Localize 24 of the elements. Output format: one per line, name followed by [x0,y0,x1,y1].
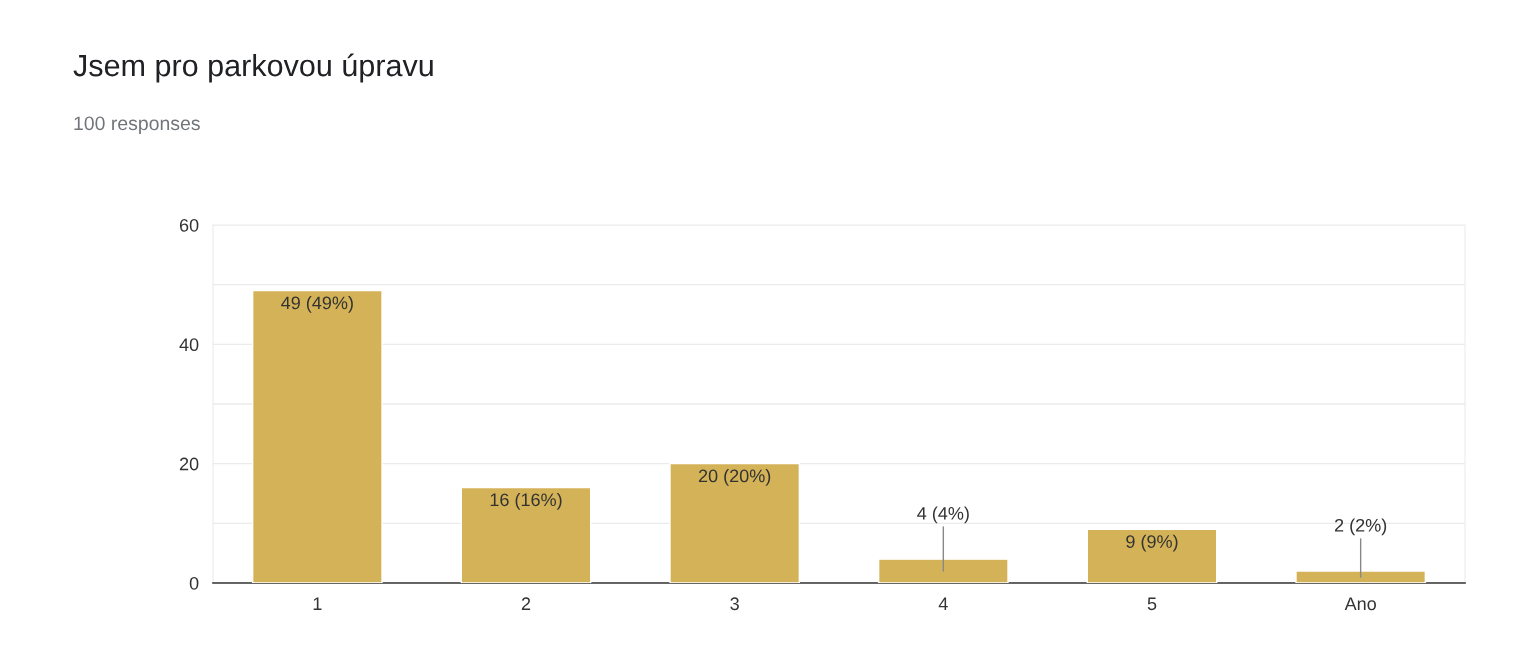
bar [877,558,1009,583]
data-label: 20 (20%) [698,469,771,486]
x-tick-label: 2 [521,597,531,610]
x-tick-label: 3 [730,597,739,611]
x-tick-label: 1 [313,597,322,610]
data-label: 4 (4%) [917,506,969,524]
data-label: 9 (9%) [1126,534,1178,552]
data-label: 49 (49%) [281,296,353,313]
y-tick-label: 60 [179,218,199,232]
chart-title: Jsem pro parkovou úpravu [73,53,433,83]
data-label: 16 (16%) [490,492,562,510]
y-tick-label: 20 [179,457,199,471]
chart-subtitle: 100 responses [74,116,200,135]
x-tick-label: 4 [938,597,948,610]
bar [1295,570,1427,583]
bar [251,289,383,583]
x-tick-label: Ano [1344,597,1376,611]
y-tick-label: 0 [189,576,199,590]
bar [1086,528,1218,583]
data-label: 2 (2%) [1334,518,1387,536]
y-tick-label: 40 [179,338,199,352]
x-tick-label: 5 [1147,597,1157,611]
bar [669,462,801,583]
bar [460,486,592,583]
